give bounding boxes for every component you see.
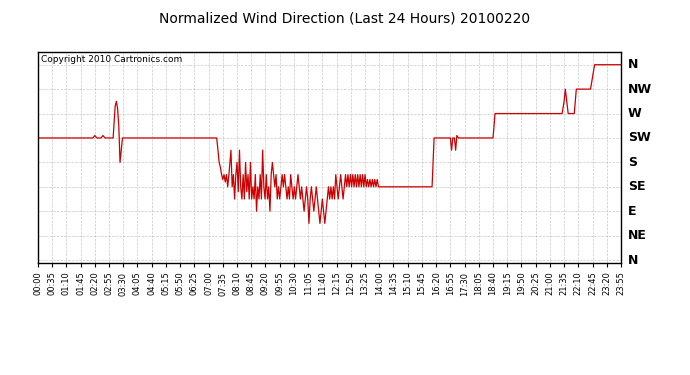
- Text: SE: SE: [628, 180, 645, 193]
- Text: SW: SW: [628, 132, 651, 144]
- Text: NW: NW: [628, 82, 652, 96]
- Text: W: W: [628, 107, 642, 120]
- Text: Copyright 2010 Cartronics.com: Copyright 2010 Cartronics.com: [41, 55, 182, 64]
- Text: Normalized Wind Direction (Last 24 Hours) 20100220: Normalized Wind Direction (Last 24 Hours…: [159, 11, 531, 25]
- Text: NE: NE: [628, 229, 647, 242]
- Text: S: S: [628, 156, 637, 169]
- Text: E: E: [628, 205, 636, 218]
- Text: N: N: [628, 254, 638, 267]
- Text: N: N: [628, 58, 638, 71]
